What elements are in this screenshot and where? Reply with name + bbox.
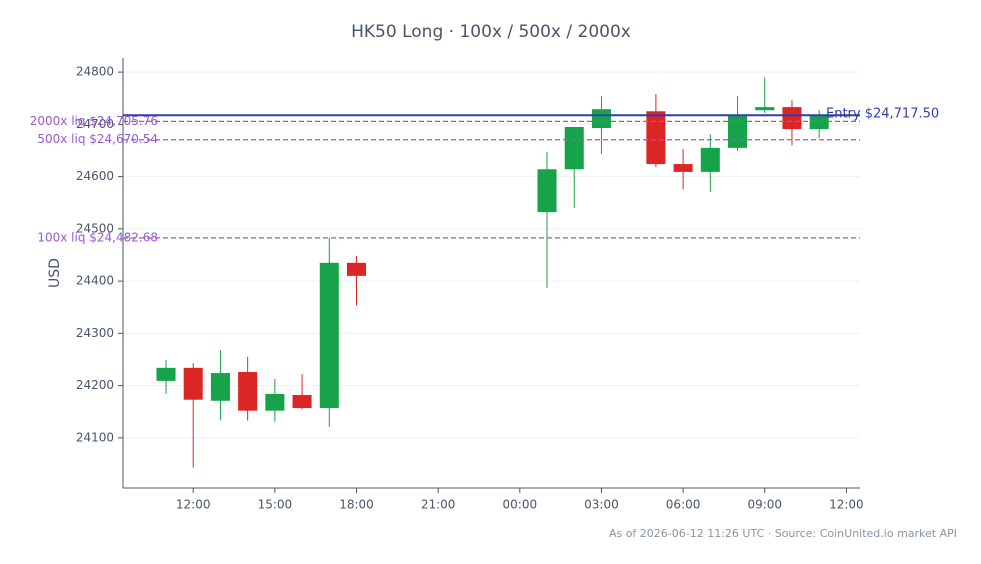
x-tick-label: 09:00: [747, 498, 782, 512]
y-tick-label: 24600: [76, 169, 114, 183]
reference-label: 100x liq $24,482.68: [37, 230, 158, 244]
x-tick-label: 21:00: [421, 498, 456, 512]
candle-body: [646, 111, 666, 165]
candle-body: [673, 164, 693, 172]
candle-body: [319, 262, 339, 409]
y-tick-label: 24500: [76, 221, 114, 235]
y-tick-label: 24300: [76, 326, 114, 340]
candle-body: [156, 367, 176, 381]
x-tick-label: 12:00: [829, 498, 864, 512]
reference-label: 2000x liq $24,705.76: [30, 114, 158, 128]
candle-body: [755, 107, 775, 111]
chart-title: HK50 Long · 100x / 500x / 2000x: [351, 22, 631, 42]
candle-body: [700, 147, 720, 172]
y-tick-label: 24100: [76, 430, 114, 444]
x-tick-label: 00:00: [503, 498, 538, 512]
candle-body: [537, 169, 557, 213]
candle-body: [591, 109, 611, 129]
x-tick-label: 15:00: [258, 498, 293, 512]
candle-body: [210, 373, 230, 401]
y-tick-label: 24200: [76, 378, 114, 392]
reference-label: Entry $24,717.50: [826, 107, 939, 122]
candle-body: [292, 394, 312, 409]
x-tick-label: 06:00: [666, 498, 701, 512]
footnote: As of 2026-06-12 11:26 UTC · Source: Coi…: [609, 527, 957, 540]
y-tick-label: 24700: [76, 117, 114, 131]
candle-body: [265, 393, 285, 411]
candle-body: [346, 262, 367, 276]
y-tick-label: 24400: [76, 274, 114, 288]
x-tick-label: 12:00: [176, 498, 211, 512]
candle-body: [564, 126, 584, 170]
candle-body: [238, 372, 258, 411]
x-tick-label: 03:00: [584, 498, 619, 512]
candle-body: [809, 114, 829, 130]
candle-body: [728, 114, 748, 148]
candle-body: [183, 367, 203, 400]
y-tick-label: 24800: [76, 65, 114, 79]
x-tick-label: 18:00: [339, 498, 374, 512]
reference-label: 500x liq $24,670.54: [37, 132, 158, 146]
y-axis-label: USD: [47, 258, 63, 288]
candle-body: [782, 107, 802, 130]
